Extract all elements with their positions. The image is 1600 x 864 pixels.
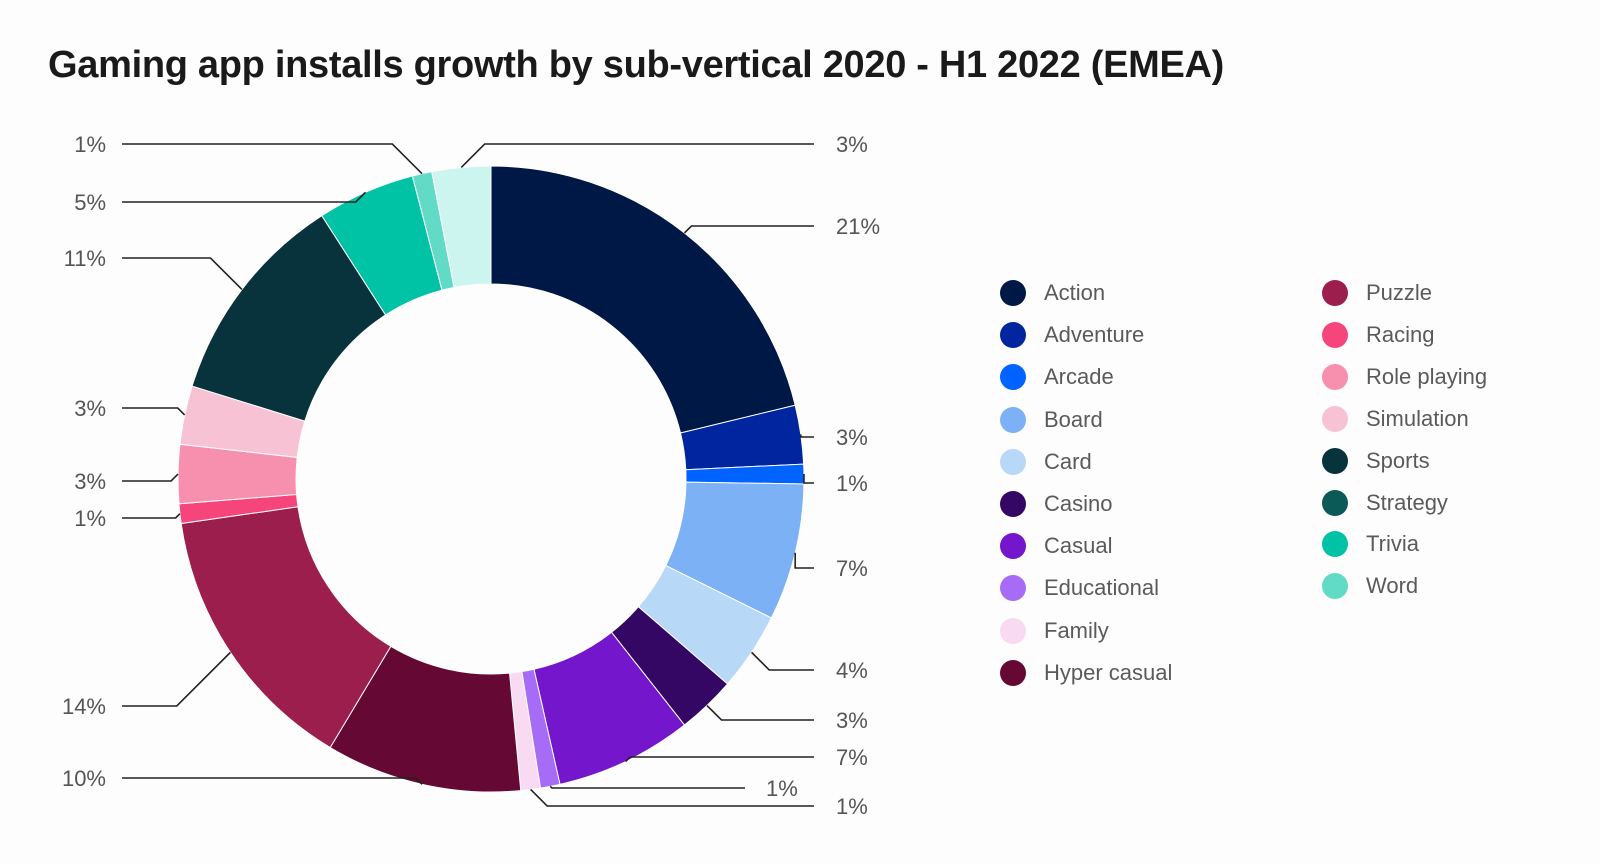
leader-line-board: [794, 552, 814, 569]
leader-line-card: [751, 651, 814, 671]
leader-line-action: [683, 225, 814, 234]
legend-swatch-icon: [1000, 406, 1026, 433]
leader-lines: [122, 143, 814, 807]
legend-swatch-icon: [1000, 280, 1026, 306]
legend-item-simulation: Simulation: [1322, 405, 1469, 432]
legend-label: Strategy: [1366, 489, 1448, 515]
data-label-family: 1%: [836, 794, 868, 819]
legend-label: Casual: [1044, 533, 1113, 559]
legend-swatch-icon: [1000, 533, 1026, 560]
legend-swatch-icon: [1000, 322, 1026, 349]
legend-label: Simulation: [1366, 405, 1469, 431]
legend-swatch-icon: [1000, 364, 1026, 391]
leader-line-arcade: [803, 474, 814, 484]
legend-label: Adventure: [1044, 322, 1145, 348]
leader-line-word: [122, 143, 423, 175]
data-label-arcade: 1%: [836, 471, 868, 496]
legend-swatch-icon: [1322, 405, 1348, 432]
chart-title: Gaming app installs growth by sub-vertic…: [48, 44, 1225, 86]
leader-line-educational: [549, 785, 745, 789]
data-label-board: 7%: [836, 556, 868, 581]
leader-line-casino: [706, 704, 814, 721]
legend-swatch-icon: [1000, 491, 1026, 517]
data-label-card: 4%: [836, 658, 868, 683]
legend-label: Word: [1366, 573, 1419, 599]
leader-line-simulation: [122, 407, 186, 416]
data-label-simulation: 3%: [74, 396, 106, 421]
data-label-racing: 1%: [74, 506, 106, 531]
legend-item-strategy: Strategy: [1322, 489, 1448, 516]
legend-swatch-icon: [1322, 321, 1348, 348]
legend-label: Card: [1044, 448, 1092, 474]
leader-line-other: [460, 143, 814, 168]
leader-line-racing: [122, 513, 181, 519]
leader-line-adventure: [800, 434, 814, 438]
data-label-action: 21%: [836, 214, 880, 239]
legend-item-board: Board: [1000, 406, 1103, 433]
donut-slices: [177, 165, 805, 793]
leader-line-hyper-casual: [122, 777, 423, 785]
legend-item-trivia: Trivia: [1322, 531, 1419, 558]
legend-item-racing: Racing: [1322, 321, 1435, 348]
legend-item-action: Action: [1000, 280, 1105, 306]
slice-other: [431, 165, 492, 289]
legend-label: Role playing: [1366, 363, 1488, 389]
legend-swatch-icon: [1322, 447, 1348, 474]
data-label-hyper-casual: 10%: [62, 766, 106, 791]
data-label-casual: 7%: [836, 745, 868, 770]
legend-item-word: Word: [1322, 573, 1419, 600]
leader-line-casual: [624, 756, 814, 763]
legend-label: Action: [1044, 280, 1106, 305]
legend-item-card: Card: [1000, 448, 1092, 475]
slice-labels: 21% 3% 1% 7% 4% 3% 7% 1% 1% 10% 14% 1% 3% 3% 11% 5% 1% 3%: [62, 132, 880, 819]
legend-label: Casino: [1044, 491, 1113, 516]
data-label-sports: 11%: [64, 246, 106, 271]
legend-swatch-icon: [1000, 617, 1026, 644]
data-label-puzzle: 14%: [62, 694, 106, 719]
data-label-other: 3%: [836, 132, 868, 157]
legend-item-casino: Casino: [1000, 491, 1112, 517]
legend-item-sports: Sports: [1322, 447, 1430, 474]
legend-label: Family: [1044, 617, 1109, 643]
data-label-word: 1%: [74, 132, 106, 157]
data-label-educational: 1%: [766, 776, 798, 801]
legend-item-arcade: Arcade: [1000, 364, 1114, 391]
legend-label: Puzzle: [1366, 280, 1433, 305]
data-label-casino: 3%: [836, 708, 868, 733]
data-label-role-playing: 3%: [74, 469, 106, 494]
legend-label: Arcade: [1044, 364, 1114, 390]
legend-swatch-icon: [1000, 659, 1026, 686]
legend-item-educational: Educational: [1000, 575, 1159, 602]
legend-label: Trivia: [1366, 531, 1419, 557]
leader-line-puzzle: [122, 651, 231, 707]
leader-line-trivia: [122, 191, 367, 203]
legend-item-adventure: Adventure: [1000, 322, 1145, 349]
legend-item-hyper-casual: Hyper casual: [1000, 659, 1173, 686]
legend-item-casual: Casual: [1000, 533, 1113, 560]
leader-line-sports: [122, 257, 243, 291]
legend-label: Sports: [1366, 447, 1430, 473]
legend-swatch-icon: [1322, 573, 1348, 600]
slice-action: [490, 165, 796, 434]
legend-label: Hyper casual: [1044, 659, 1173, 685]
legend-swatch-icon: [1322, 489, 1348, 516]
legend-swatch-icon: [1322, 280, 1348, 306]
legend-item-family: Family: [1000, 617, 1109, 644]
leader-line-role-playing: [122, 473, 179, 482]
leader-line-family: [530, 788, 814, 807]
legend-item-role-playing: Role playing: [1322, 363, 1488, 390]
legend-swatch-icon: [1000, 575, 1026, 602]
data-label-adventure: 3%: [836, 425, 868, 450]
legend-swatch-icon: [1000, 448, 1026, 475]
legend-label: Board: [1044, 406, 1103, 432]
legend-label: Racing: [1366, 321, 1435, 347]
legend-swatch-icon: [1322, 531, 1348, 558]
legend-item-puzzle: Puzzle: [1322, 280, 1432, 306]
legend-label: Educational: [1044, 575, 1159, 601]
legend-swatch-icon: [1322, 363, 1348, 390]
data-label-trivia: 5%: [74, 190, 106, 215]
